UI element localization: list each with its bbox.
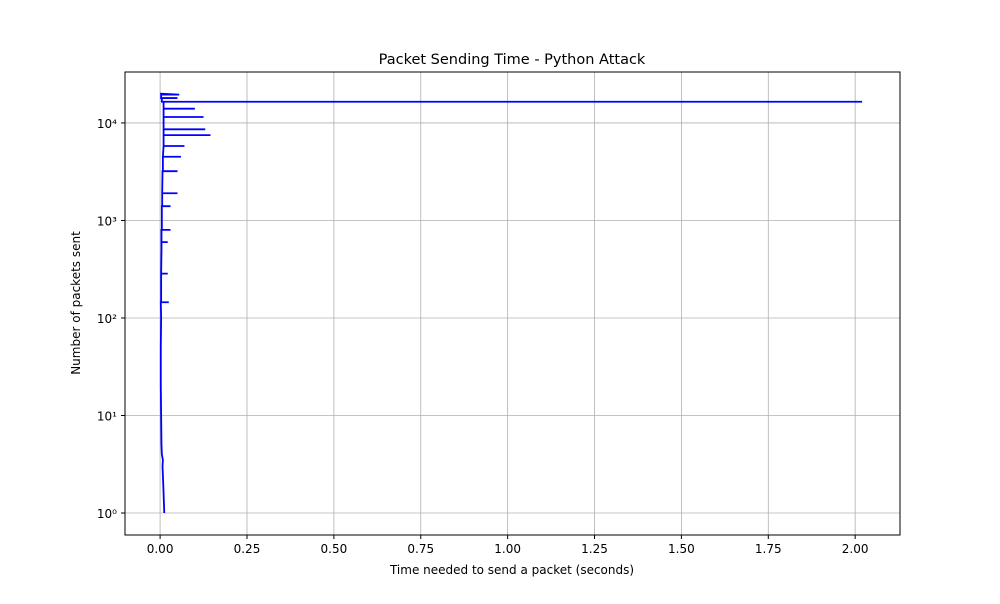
plot-frame [124, 71, 901, 536]
data-line [159, 92, 863, 514]
y-tick-label: 10² [97, 312, 117, 326]
x-tick-label: 1.25 [581, 542, 608, 556]
x-tick-label: 0.25 [234, 542, 261, 556]
x-tick-label: 0.00 [147, 542, 174, 556]
x-tick-label: 0.50 [321, 542, 348, 556]
x-tick-label: 2.00 [842, 542, 869, 556]
y-tick-label: 10⁰ [97, 507, 117, 521]
x-axis-label: Time needed to send a packet (seconds) [389, 563, 634, 577]
x-tick-label: 1.75 [755, 542, 782, 556]
x-tick-label: 1.50 [668, 542, 695, 556]
chart-title: Packet Sending Time - Python Attack [379, 52, 646, 68]
y-axis-label: Number of packets sent [69, 231, 83, 375]
x-tick-label: 0.75 [407, 542, 434, 556]
y-tick-label: 10⁴ [97, 117, 117, 131]
y-tick-label: 10³ [97, 214, 117, 228]
x-tick-label: 1.00 [494, 542, 521, 556]
y-tick-label: 10¹ [97, 409, 117, 423]
